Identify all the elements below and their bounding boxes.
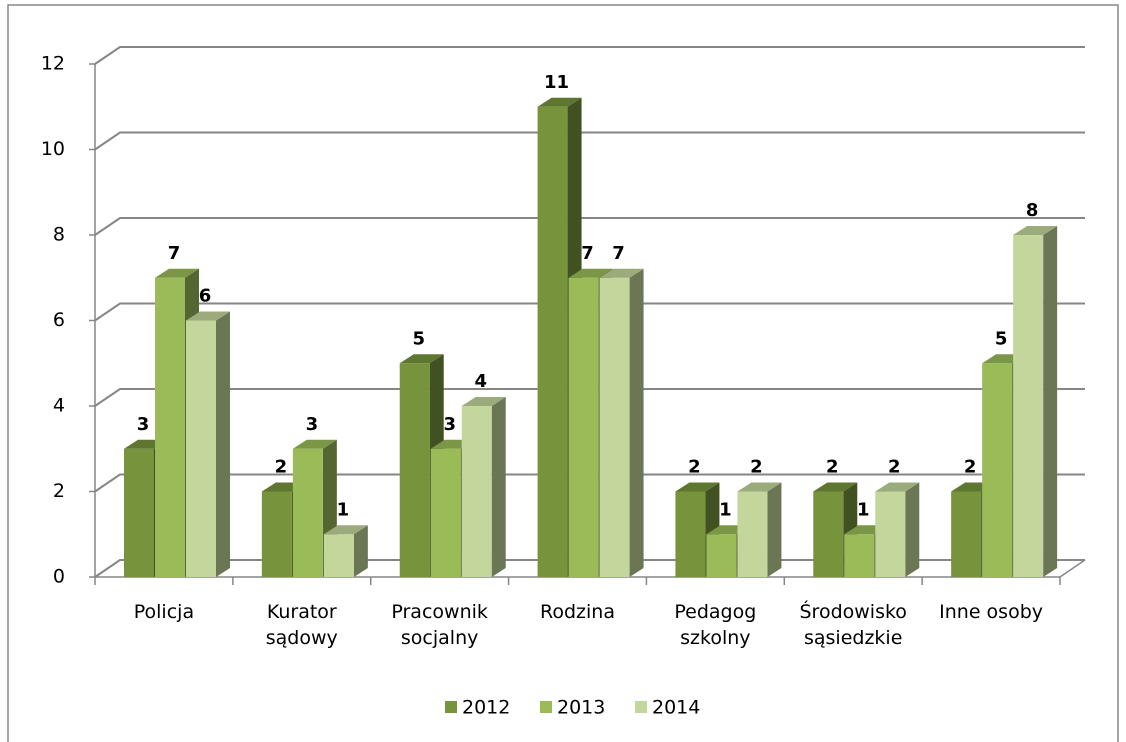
value-label: 2 [688,457,701,478]
bar [706,534,737,577]
value-label: 11 [544,72,569,93]
bar-top [737,482,782,492]
bar [599,277,630,577]
bar [323,534,354,577]
value-label: 8 [1026,200,1039,221]
bar [399,363,430,577]
value-label: 4 [474,371,487,392]
value-label: 2 [826,457,839,478]
grid-line [94,217,1085,236]
bar-side [905,482,920,577]
bar [186,320,216,577]
grid-line [94,46,1085,65]
bar [261,491,292,577]
x-tick-label: Środowisko sąsiedzkie [799,601,907,649]
value-label: 5 [412,328,425,349]
x-tick-label: Inne osoby [939,601,1043,623]
value-label: 1 [337,499,350,520]
value-label: 3 [137,414,150,435]
value-label: 1 [719,499,732,520]
bar-top [537,97,582,107]
value-label: 2 [888,457,901,478]
bar [951,491,982,577]
bar-side [491,397,506,577]
grid-line [94,473,1085,493]
bar [461,406,492,577]
bar-top [323,525,368,535]
bar [982,363,1013,577]
bar [675,491,706,577]
grid-line [94,388,1085,407]
value-label: 2 [275,457,288,478]
bar-side [1043,226,1058,577]
value-label: 2 [964,457,977,478]
chart-frame [7,4,1119,742]
bar-top [568,268,613,278]
y-tick-label: 4 [53,395,65,417]
bar-top [875,482,920,492]
bar-top [155,268,199,278]
value-label: 2 [750,457,763,478]
legend-label: 2013 [557,697,605,719]
bar-top [292,439,337,449]
bar [155,277,185,577]
bar-top [675,482,720,492]
bar [875,491,906,577]
bar [537,106,568,577]
grid-line [94,131,1085,151]
value-label: 3 [443,414,456,435]
y-tick-label: 12 [41,53,65,75]
bar-side [353,525,368,577]
bar-top [813,482,858,492]
x-tick-label: Rodzina [540,601,615,623]
y-tick-label: 10 [41,138,65,160]
x-tick-label: Kurator sądowy [265,601,338,649]
bar [430,448,461,577]
y-tick-label: 8 [53,224,65,246]
legend-label: 2014 [652,697,700,719]
x-tick-label: Policja [133,601,195,623]
legend-swatch [445,701,457,713]
value-label: 5 [995,328,1008,349]
value-label: 3 [306,414,319,435]
value-label: 7 [581,243,594,264]
bar-top [599,268,644,278]
y-tick-label: 2 [53,480,65,502]
bar [124,448,154,577]
bar [844,534,875,577]
bar [737,491,768,577]
legend-swatch [635,701,647,713]
x-tick-label: Pracownik socjalny [391,601,488,649]
bar [568,277,599,577]
bar [1013,235,1044,577]
bar [813,491,844,577]
value-label: 6 [199,286,212,307]
bar [292,448,323,577]
bar-top [1013,226,1058,235]
value-label: 7 [168,243,181,264]
bar-side [767,482,782,577]
bar-side [216,311,230,577]
legend-label: 2012 [462,697,510,719]
y-tick-label: 0 [53,566,65,588]
y-tick-label: 6 [53,309,65,331]
legend-swatch [540,701,552,713]
bar-top [461,397,506,406]
value-label: 1 [857,499,870,520]
bar-top [399,354,444,364]
x-tick-label: Pedagog szkolny [674,601,757,649]
grid-line [94,302,1085,322]
value-label: 7 [612,243,625,264]
bar-top [186,311,230,321]
bar-side [629,268,644,577]
